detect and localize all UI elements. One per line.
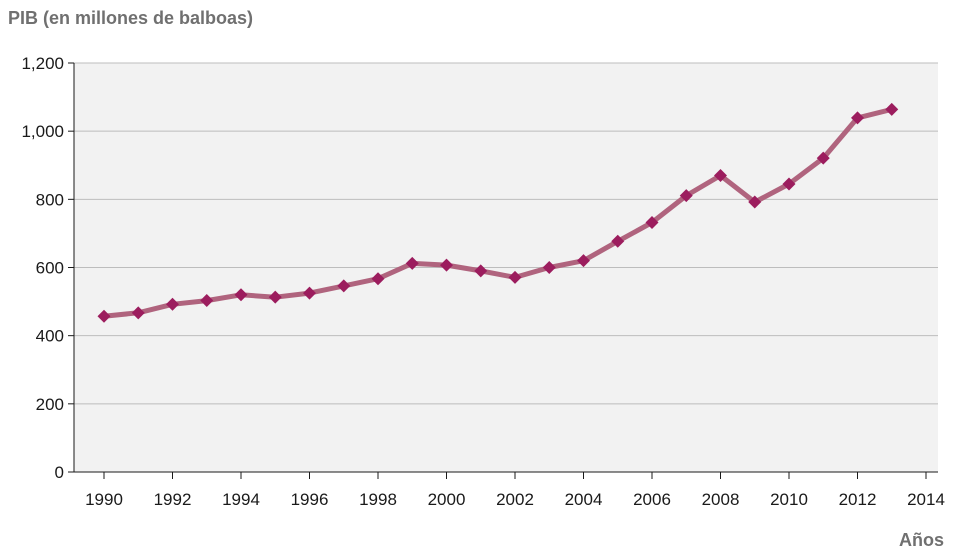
y-tick-label: 1,200	[21, 54, 64, 73]
data-point	[303, 286, 316, 300]
data-point	[337, 279, 351, 293]
data-point	[542, 261, 556, 274]
x-tick-label: 1994	[222, 490, 260, 509]
x-axis-title: Años	[899, 530, 944, 550]
x-tick-label: 1990	[85, 490, 123, 509]
series-markers	[97, 102, 899, 323]
data-point	[885, 102, 899, 116]
x-tick-label: 2002	[496, 490, 534, 509]
x-tick-label: 1996	[291, 490, 329, 509]
data-point	[474, 264, 488, 278]
data-point	[268, 290, 282, 304]
y-tick-label: 400	[36, 327, 64, 346]
data-point	[200, 294, 214, 308]
data-point	[816, 151, 830, 165]
x-tick-label: 2006	[633, 490, 671, 509]
data-point	[405, 256, 419, 270]
data-point	[131, 306, 145, 320]
x-tick-label: 2014	[907, 490, 945, 509]
data-point	[714, 168, 727, 182]
x-tick-label: 2004	[565, 490, 603, 509]
x-tick-label: 2012	[839, 490, 877, 509]
gridlines	[74, 62, 938, 405]
data-point	[371, 272, 385, 286]
x-tick-label: 1992	[154, 490, 192, 509]
data-point	[645, 216, 659, 230]
x-tick-label: 2000	[428, 490, 466, 509]
data-point	[851, 111, 864, 125]
y-tick-label: 0	[55, 463, 64, 482]
data-point	[97, 309, 111, 323]
series-line	[101, 106, 895, 319]
y-tick-label: 800	[36, 190, 64, 209]
x-tick-label: 1998	[359, 490, 397, 509]
axes: 0 200 400 600 800 1,000 1,200 1990 1992 1994 1996 1…	[21, 54, 944, 509]
y-tick-label: 600	[36, 259, 64, 278]
x-tick-label: 2008	[702, 490, 740, 509]
data-point	[234, 288, 248, 302]
data-point	[440, 258, 453, 272]
y-tick-label: 200	[36, 395, 64, 414]
data-point	[166, 297, 179, 311]
x-tick-label: 2010	[770, 490, 808, 509]
data-point	[782, 177, 796, 191]
series-line-group	[101, 106, 895, 319]
data-point	[748, 195, 762, 209]
y-tick-label: 1,000	[21, 122, 64, 141]
data-point	[577, 254, 590, 268]
data-point	[611, 234, 625, 248]
chart-title: PIB (en millones de balboas)	[8, 8, 254, 28]
data-point	[508, 270, 522, 284]
data-point	[679, 189, 693, 203]
